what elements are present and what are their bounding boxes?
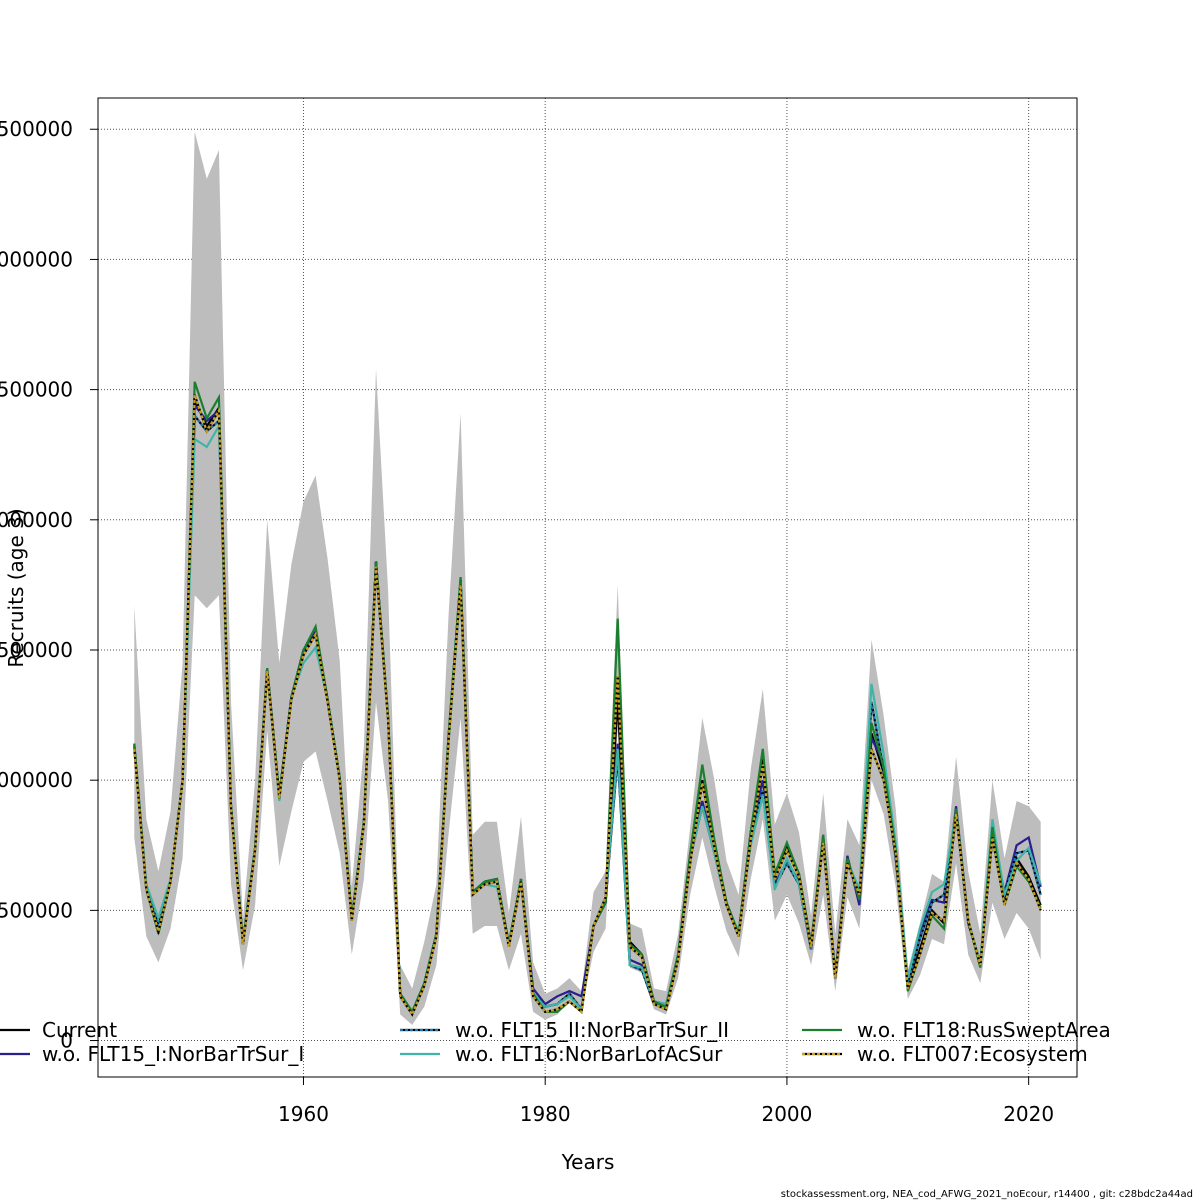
x-axis-ticks: 1960 1980 2000 2020	[278, 1077, 1054, 1126]
series-line-5-base	[133, 394, 1042, 1017]
y-tick-label-4: 2000000	[0, 508, 73, 532]
y-tick-label-1: 500000	[0, 898, 73, 922]
y-tick-label-5: 2500000	[0, 378, 73, 402]
y-tick-label-6: 3000000	[0, 247, 73, 271]
grid-lines	[98, 98, 1077, 1077]
legend-label-1: w.o. FLT15_I:NorBarTrSur_I	[42, 1042, 304, 1066]
y-tick-label-7: 3500000	[0, 117, 73, 141]
y-axis-label: Recruits (age 3)	[4, 508, 28, 667]
y-tick-label-3: 1500000	[0, 638, 73, 662]
x-tick-label-2000: 2000	[761, 1102, 812, 1126]
footnote: stockassessment.org, NEA_cod_AFWG_2021_n…	[781, 1189, 1193, 1200]
legend-label-2: w.o. FLT15_II:NorBarTrSur_II	[455, 1018, 729, 1042]
legend-label-3: w.o. FLT16:NorBarLofAcSur	[455, 1042, 723, 1066]
y-tick-label-2: 1000000	[0, 768, 73, 792]
x-tick-label-2020: 2020	[1003, 1102, 1054, 1126]
x-tick-label-1960: 1960	[278, 1102, 329, 1126]
x-axis-label: Years	[561, 1150, 615, 1174]
legend-label-0: Current	[42, 1018, 117, 1042]
legend-label-4: w.o. FLT18:RusSweptArea	[857, 1018, 1111, 1042]
x-tick-label-1980: 1980	[520, 1102, 571, 1126]
series-line-5	[133, 394, 1042, 1017]
plot-frame	[97, 97, 1078, 1078]
y-axis-ticks: 0 500000 1000000 1500000 2000000 2500000 30000…	[0, 117, 98, 1053]
y-tick-label-0: 0	[60, 1029, 73, 1053]
confidence-band	[134, 131, 1041, 1025]
legend-label-5: w.o. FLT007:Ecosystem	[857, 1042, 1088, 1066]
